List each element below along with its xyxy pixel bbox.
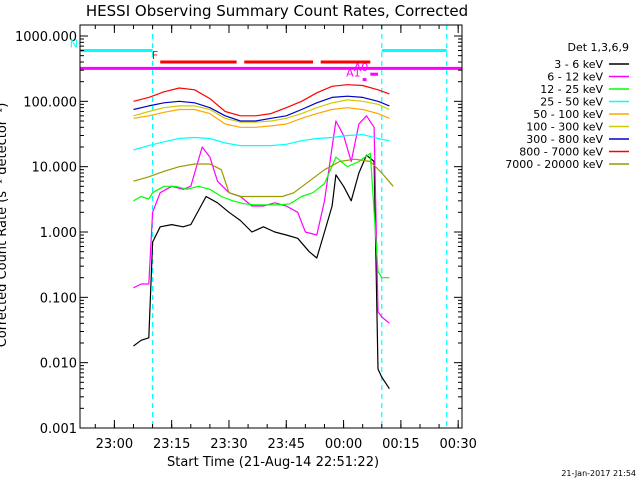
series-line	[133, 95, 390, 122]
y-tick-label: 0.001	[40, 422, 77, 437]
x-tick-label: 23:15	[153, 437, 190, 452]
flag-label: N	[70, 37, 78, 50]
legend-entry-label: 300 - 800 keV	[526, 133, 603, 146]
legend-entry-label: 12 - 25 keV	[540, 83, 603, 96]
legend-entry-label: 100 - 300 keV	[526, 121, 603, 134]
y-tick-label: 10.000	[32, 161, 78, 176]
legend-entry-label: 50 - 100 keV	[533, 108, 603, 121]
legend-entry-label: 3 - 6 keV	[554, 58, 603, 71]
x-tick-label: 00:30	[439, 437, 476, 452]
series-line	[133, 154, 390, 390]
series-line	[133, 134, 390, 151]
footer-timestamp: 21-Jan-2017 21:54	[561, 469, 636, 478]
y-tick-label: 1.000	[40, 226, 77, 241]
flag-label: A0	[354, 61, 369, 74]
x-axis-label: Start Time (21-Aug-14 22:51:22)	[167, 455, 379, 470]
x-tick-label: 00:15	[382, 437, 419, 452]
series-line	[133, 84, 390, 117]
x-tick-label: 23:30	[210, 437, 247, 452]
chart-title: HESSI Observing Summary Count Rates, Cor…	[86, 2, 468, 20]
legend-entry-label: 7000 - 20000 keV	[505, 158, 603, 171]
x-tick-label: 23:00	[96, 437, 133, 452]
legend-entry-label: 25 - 50 keV	[540, 96, 603, 109]
x-tick-label: 23:45	[268, 437, 305, 452]
series-line	[133, 152, 390, 279]
series-line	[133, 107, 390, 128]
y-tick-label: 0.100	[40, 291, 77, 306]
legend-entry-label: 800 - 7000 keV	[519, 146, 603, 159]
legend-entry-label: 6 - 12 keV	[547, 71, 603, 84]
series-line	[133, 158, 394, 198]
flag-label: F	[152, 49, 158, 62]
plot-frame	[79, 24, 463, 429]
y-axis-label: Corrected Count Rate (s⁻¹ detector⁻¹)	[0, 103, 10, 348]
y-tick-label: 1000.000	[15, 30, 77, 45]
y-tick-label: 0.010	[40, 357, 77, 372]
y-tick-label: 100.000	[23, 95, 77, 110]
flag-label: A1	[346, 67, 361, 80]
legend-title: Det 1,3,6,9	[567, 41, 629, 54]
x-tick-label: 00:00	[325, 437, 362, 452]
series-line	[133, 99, 390, 123]
